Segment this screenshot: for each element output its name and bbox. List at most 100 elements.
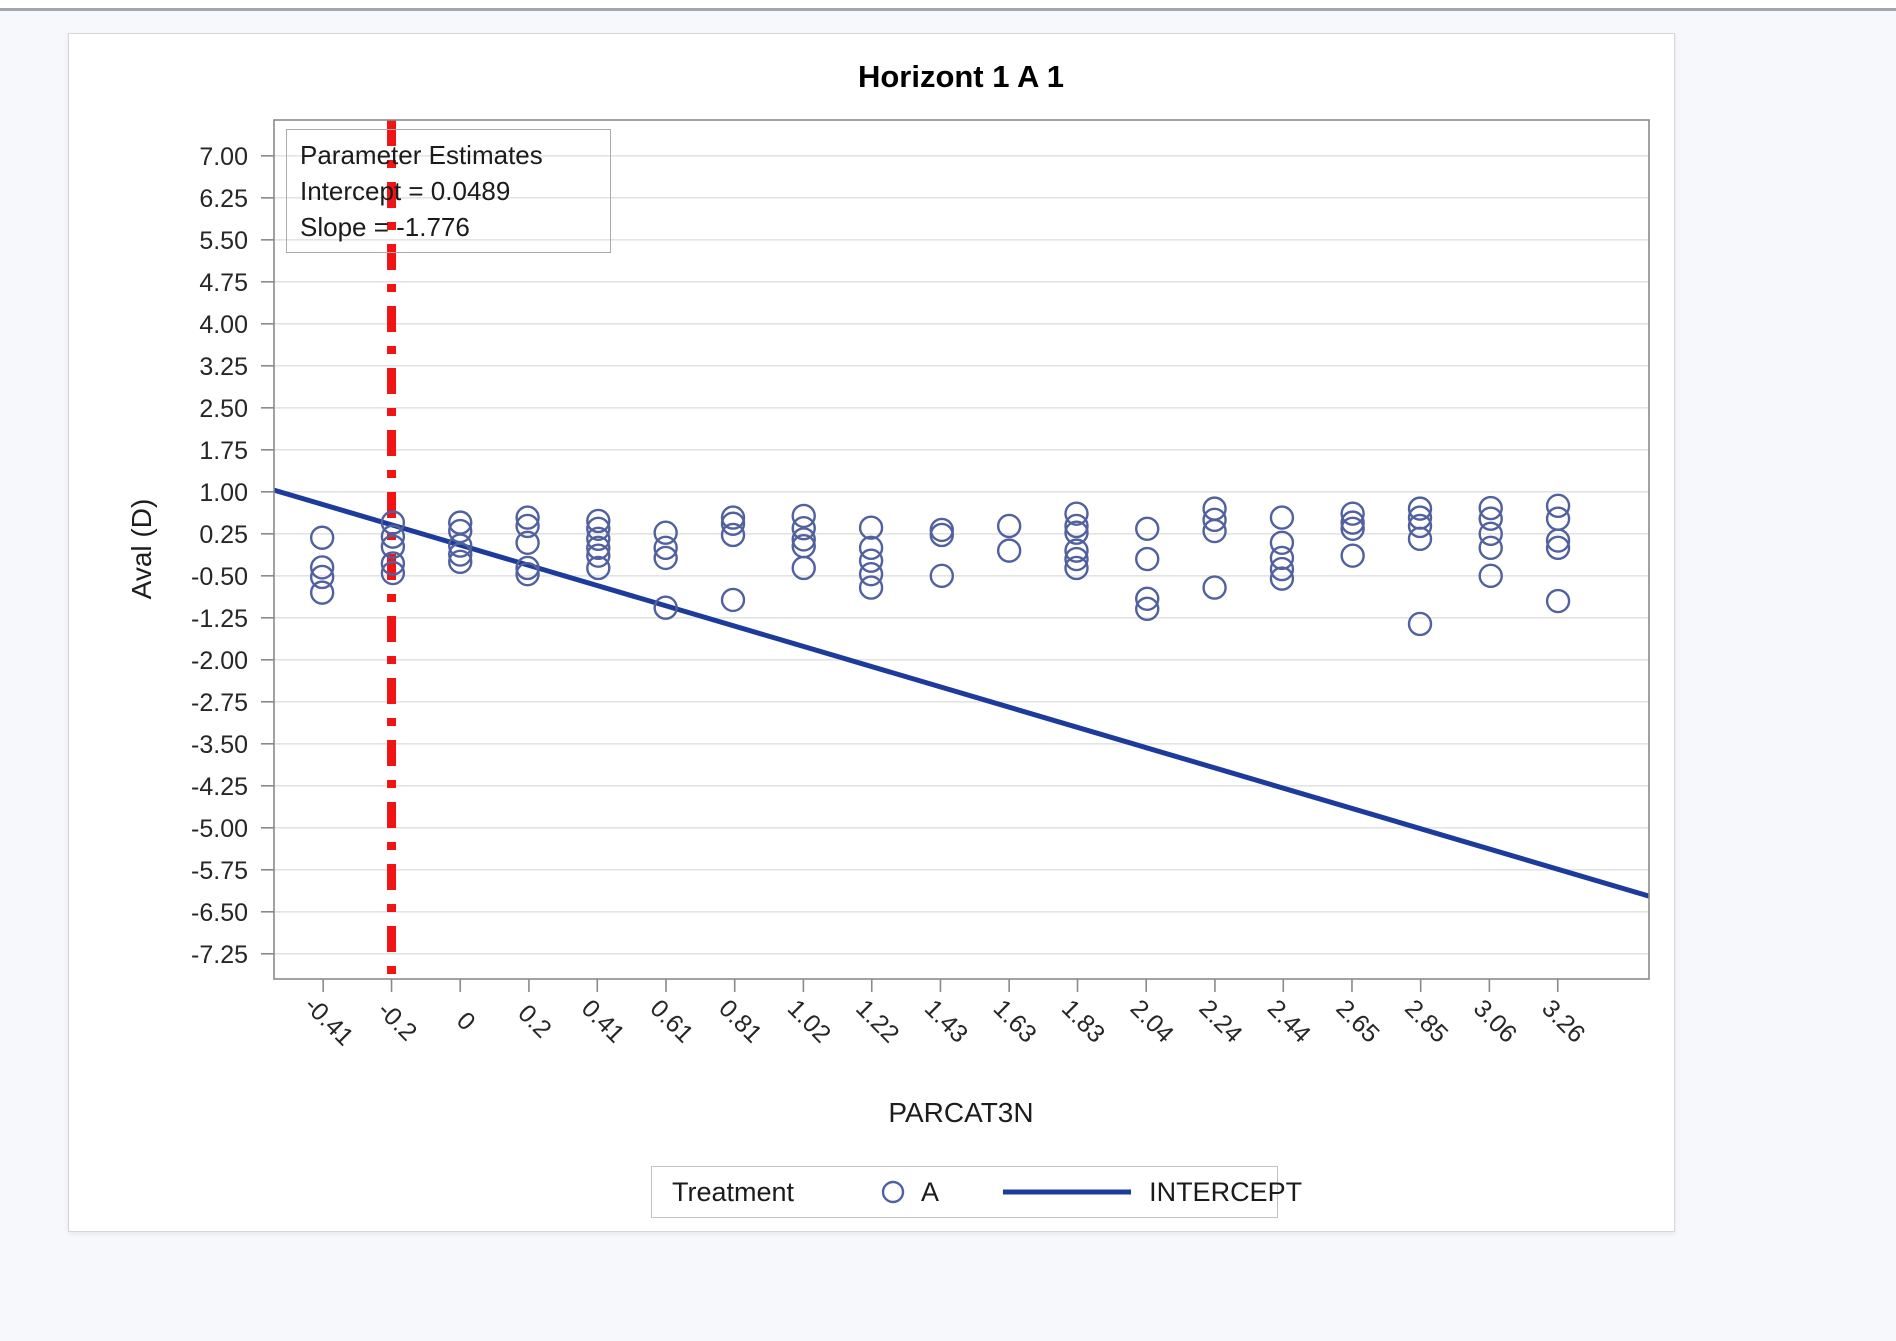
scatter-point (1340, 516, 1365, 541)
scatter-point (1135, 596, 1160, 622)
x-tick-label: 0.2 (512, 999, 556, 1043)
inset-intercept: Intercept = 0.0489 (300, 176, 511, 206)
scatter-point (653, 520, 678, 545)
x-tick-label: 0.41 (576, 994, 630, 1048)
scatter-point (448, 549, 473, 575)
scatter-point (380, 560, 406, 586)
scatter-point (791, 527, 816, 552)
x-tick-label: 3.26 (1536, 994, 1590, 1048)
scatter-point (309, 564, 335, 590)
scatter-point (1135, 546, 1160, 572)
y-tick-label: 7.00 (199, 143, 248, 171)
x-tick-label: 0 (451, 1007, 481, 1037)
scatter-point (1202, 507, 1227, 533)
y-tick-label: 5.50 (199, 227, 248, 255)
scatter-point (791, 516, 816, 541)
scatter-point (1269, 566, 1295, 591)
scatter-point (1340, 501, 1365, 526)
x-tick-label: 3.06 (1468, 994, 1522, 1048)
x-tick-label: 1.63 (988, 994, 1042, 1048)
graph-panel: Horizont 1 A 1 7.00 6.25 5.50 4.75 4.00 3.25 2… (68, 33, 1675, 1232)
y-tick-label: -5.75 (191, 857, 248, 885)
y-tick-label: 1.75 (199, 437, 248, 465)
y-tick-label: -3.50 (191, 731, 248, 759)
legend-line-icon (1001, 1187, 1133, 1197)
scatter-point (1407, 496, 1433, 521)
scatter-point (1478, 521, 1503, 547)
scatter-point (720, 587, 746, 613)
x-tick-label: 1.83 (1056, 994, 1110, 1048)
legend: Treatment A INTERCEPT (651, 1166, 1302, 1218)
scatter-point (1340, 510, 1365, 535)
x-tick-label: 2.24 (1193, 994, 1247, 1048)
scatter-point (586, 535, 611, 561)
y-tick-label: -1.25 (191, 605, 248, 633)
scatter-point (1545, 528, 1571, 553)
y-tick-label: -2.75 (191, 689, 248, 717)
x-tick-label: 2.85 (1399, 994, 1453, 1048)
scatter-point (929, 522, 954, 548)
scatter-point (1407, 526, 1433, 552)
scatter-point (653, 535, 678, 561)
x-tick-label: 1.43 (919, 994, 973, 1048)
scatter-point (996, 513, 1022, 539)
scatter-point (1135, 586, 1160, 611)
scatter-point (448, 518, 473, 544)
legend-series-label: A (921, 1176, 940, 1207)
scatter-point (1407, 513, 1433, 539)
y-tick-label: 4.00 (199, 311, 248, 339)
scatter-point (858, 548, 884, 573)
scatter-point (586, 543, 611, 568)
scatter-point (380, 551, 406, 576)
scatter-point (1340, 543, 1365, 568)
scatter-point (1202, 575, 1227, 600)
y-tick-label: -7.25 (191, 941, 248, 969)
y-tick-label: 6.25 (199, 185, 248, 213)
scatter-point (1269, 530, 1295, 555)
scatter-point (1545, 588, 1571, 614)
scatter-point (1545, 535, 1571, 561)
scatter-point (380, 524, 406, 549)
scatter-point (791, 503, 816, 529)
scatter-point (448, 533, 473, 558)
regression-line (273, 487, 1650, 899)
scatter-point (309, 580, 335, 605)
scatter-point (791, 555, 816, 581)
scatter-point (309, 525, 335, 550)
circle-marker (881, 1180, 905, 1204)
x-tick-label: 2.44 (1262, 994, 1316, 1048)
x-tick-label: -0.2 (372, 996, 422, 1046)
y-tick-label: -6.50 (191, 899, 248, 927)
scatter-point (1064, 520, 1089, 545)
scatter-chart: Horizont 1 A 1 7.00 6.25 5.50 4.75 4.00 3.25 2… (126, 59, 1650, 1128)
x-tick-label: 1.02 (782, 994, 836, 1048)
scatter-point (1407, 611, 1433, 637)
scatter-point (858, 561, 884, 587)
y-axis-title: Aval (D) (126, 499, 157, 600)
x-tick-label: 0.81 (713, 994, 767, 1048)
scatter-point (1064, 538, 1089, 563)
scatter-point (1135, 516, 1160, 541)
y-tick-label: 3.25 (199, 353, 248, 381)
plot-frame (273, 119, 1650, 980)
circle-marker-icon (881, 1180, 905, 1204)
scatter-point (1478, 563, 1503, 589)
scatter-point (1545, 506, 1571, 531)
scatter-point (515, 555, 540, 581)
scatter-point (720, 505, 746, 530)
top-divider (0, 0, 1896, 11)
scatter-point (448, 542, 473, 567)
inset-slope: Slope = -1.776 (300, 212, 470, 242)
scatter-point (929, 563, 954, 589)
scatter-point (1269, 505, 1295, 530)
scatter-point (1478, 506, 1503, 531)
scatter-point (653, 545, 678, 571)
x-tick-label: 0.61 (645, 994, 699, 1048)
scatter-point (1478, 535, 1503, 561)
y-tick-label: 0.25 (199, 521, 248, 549)
scatter-point (1064, 555, 1089, 581)
scatter-point (1478, 495, 1503, 521)
x-axis-ticks: -0.41 -0.2 0 0.2 0.41 0.61 0.81 1.02 1.22 1.43 1.6… (299, 979, 1591, 1051)
inset-title: Parameter Estimates (300, 140, 543, 170)
legend-title: Treatment (672, 1176, 795, 1207)
